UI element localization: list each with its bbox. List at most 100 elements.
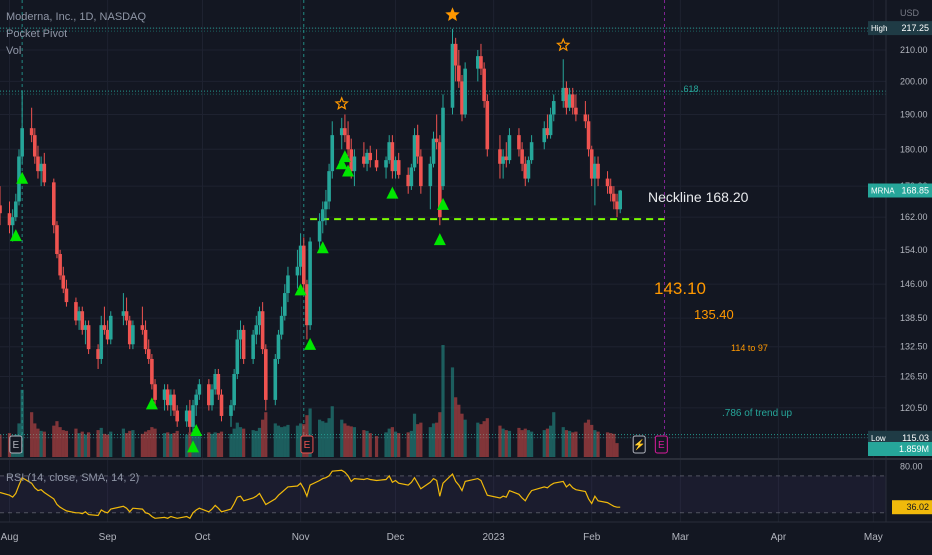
- candle-body: [501, 156, 505, 164]
- candle-body: [438, 142, 442, 218]
- price-tick-label: 146.00: [900, 279, 928, 289]
- volume-bar: [517, 427, 521, 457]
- event-marker-box: [632, 435, 646, 454]
- candle-body: [191, 405, 195, 427]
- volume-bar: [273, 423, 277, 457]
- candle-body: [257, 311, 262, 326]
- event-marker-box: [654, 435, 668, 454]
- volume-bar: [428, 427, 432, 457]
- volume-bar: [324, 422, 328, 457]
- volume-bar: [615, 443, 619, 457]
- candle-body: [574, 107, 578, 115]
- candle-body: [504, 156, 509, 161]
- time-axis-label: May: [864, 532, 883, 543]
- volume-bar: [526, 430, 531, 457]
- candle-body: [419, 156, 423, 187]
- volume-bar: [365, 430, 369, 457]
- candle-body: [476, 56, 480, 69]
- candle-body: [453, 43, 458, 66]
- volume-bar: [109, 431, 113, 457]
- candle-body: [0, 205, 2, 214]
- candle-body: [238, 329, 243, 340]
- time-axis-label: Feb: [583, 532, 601, 543]
- candle-body: [96, 349, 100, 359]
- volume-bar: [0, 434, 2, 457]
- candle-body: [260, 311, 265, 350]
- volume-bar: [454, 397, 458, 457]
- candle-body: [105, 329, 110, 340]
- volume-label: Vol: [6, 45, 22, 57]
- rsi-tick-label: 80.00: [900, 462, 923, 472]
- volume-bar: [74, 428, 78, 457]
- candle-body: [615, 201, 619, 210]
- candle-body: [251, 334, 255, 359]
- candle-body: [589, 149, 594, 179]
- volume-bar: [520, 430, 524, 457]
- candle-body: [352, 156, 357, 172]
- candle-body: [33, 135, 37, 157]
- volume-bar: [229, 433, 233, 457]
- volume-bar: [286, 424, 290, 457]
- candle-body: [583, 114, 588, 122]
- volume-bar: [498, 425, 502, 457]
- candle-body: [276, 334, 281, 359]
- candle-body: [121, 311, 126, 316]
- candle-body: [551, 101, 556, 115]
- pocket-pivot-triangle: [338, 150, 351, 163]
- volume-bar: [317, 419, 322, 457]
- volume-bar: [609, 433, 613, 457]
- time-axis-label: Aug: [1, 532, 19, 543]
- pocket-pivot-triangle: [304, 337, 317, 350]
- candle-body: [542, 128, 547, 143]
- volume-bar: [308, 408, 312, 457]
- candle-body: [194, 394, 198, 406]
- volume-bar: [20, 389, 24, 457]
- volume-bar: [406, 432, 410, 457]
- candle-body: [39, 163, 43, 172]
- low-tag-label: Low: [871, 434, 886, 443]
- volume-bar: [242, 428, 246, 457]
- volume-bar: [207, 432, 211, 457]
- volume-bar: [583, 422, 587, 457]
- volume-bar: [523, 428, 527, 457]
- candle-body: [343, 128, 347, 136]
- candle-body: [140, 325, 145, 330]
- volume-bar: [257, 427, 262, 457]
- indicator-name: Pocket Pivot: [6, 28, 68, 40]
- candle-body: [295, 266, 300, 276]
- volume-bar: [346, 425, 350, 457]
- candle-body: [51, 182, 56, 226]
- volume-bar: [251, 430, 255, 457]
- candle-body: [77, 311, 81, 321]
- candle-body: [232, 374, 236, 406]
- volume-bar: [121, 428, 126, 457]
- candle-body: [175, 410, 179, 422]
- volume-bar: [340, 419, 344, 457]
- candle-body: [264, 349, 268, 400]
- volume-bar: [542, 430, 546, 457]
- price-unit-label: USD: [900, 8, 920, 18]
- price-tick-label: 154.00: [900, 245, 928, 255]
- event-markers: E E ⚡ E: [9, 435, 668, 454]
- volume-bar: [605, 432, 610, 457]
- rsi-value-tag-bg: [892, 500, 932, 515]
- price-tick-label: 210.00: [900, 45, 928, 55]
- candle-body: [127, 320, 132, 345]
- volume-tag-bg: [868, 442, 932, 456]
- volume-bar: [501, 428, 505, 457]
- range-label: 114 to 97: [731, 343, 768, 353]
- candle-body: [229, 405, 233, 416]
- volume-bar: [571, 432, 575, 457]
- volume-bar: [476, 422, 480, 457]
- candle-body: [273, 358, 278, 400]
- volume-bar: [349, 426, 353, 457]
- candle-body: [301, 245, 306, 285]
- candle-body: [339, 128, 344, 136]
- candle-body: [567, 94, 572, 108]
- volume-bar: [185, 434, 189, 457]
- candle-body: [406, 174, 410, 187]
- candle-body: [605, 178, 610, 187]
- candle-body: [61, 275, 66, 289]
